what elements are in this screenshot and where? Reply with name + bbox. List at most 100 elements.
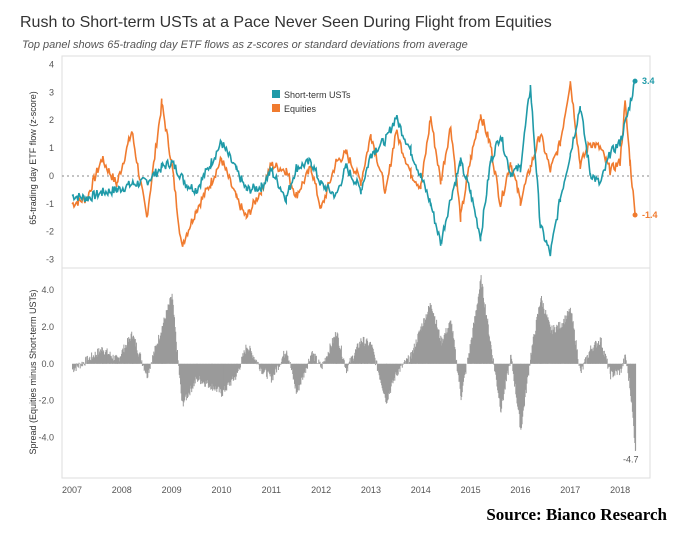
spread-bar	[98, 351, 100, 364]
spread-bar	[567, 315, 569, 364]
spread-bar	[159, 338, 161, 364]
spread-bar	[115, 355, 116, 364]
spread-bar	[608, 363, 610, 366]
x-tick: 2007	[62, 485, 82, 495]
spread-bar	[558, 322, 560, 364]
spread-bar	[424, 322, 426, 364]
spread-bar	[476, 310, 477, 364]
spread-bar	[562, 327, 564, 364]
spread-bar	[400, 363, 402, 366]
top-y-tick: -2	[46, 227, 54, 237]
spread-bar	[227, 363, 229, 385]
spread-bar	[531, 354, 532, 364]
spread-bar	[438, 329, 440, 364]
spread-bar	[580, 363, 582, 373]
spread-bar	[345, 363, 346, 368]
spread-bar	[239, 363, 241, 370]
spread-bar	[307, 362, 309, 364]
spread-end-label: -4.7	[623, 454, 639, 464]
spread-bar	[129, 338, 131, 364]
spread-bar	[224, 363, 226, 392]
spread-bar	[433, 316, 435, 364]
spread-bar	[261, 363, 263, 369]
spread-bar	[138, 356, 140, 364]
legend-label-equities: Equities	[284, 104, 317, 114]
spread-bar	[522, 363, 524, 411]
spread-bar	[250, 348, 251, 364]
spread-bar	[329, 343, 331, 364]
spread-bar	[258, 363, 260, 370]
spread-bar	[390, 363, 392, 387]
spread-bar	[136, 350, 138, 364]
spread-bar	[173, 314, 175, 364]
spread-bar	[565, 315, 567, 364]
spread-bar	[204, 363, 206, 387]
spread-bar	[494, 363, 496, 371]
spread-bar	[378, 363, 380, 373]
spread-bar	[524, 363, 525, 406]
spread-bar	[475, 310, 477, 364]
spread-bar	[232, 363, 234, 381]
spread-bar	[588, 357, 589, 364]
top-y-tick: 1	[49, 143, 54, 153]
spread-bar	[526, 363, 528, 384]
spread-bar	[614, 363, 616, 376]
spread-bar	[119, 356, 121, 364]
spread-bar	[211, 363, 213, 383]
spread-bar	[182, 363, 184, 407]
spread-bar	[368, 342, 370, 364]
spread-bar	[162, 322, 164, 364]
spread-bar	[449, 322, 451, 364]
spread-bar	[525, 363, 527, 390]
spread-bar	[86, 355, 88, 364]
spread-bar	[436, 319, 438, 364]
spread-bar	[330, 345, 332, 364]
spread-bar	[218, 363, 220, 393]
spread-bar	[238, 363, 240, 369]
spread-bar	[283, 350, 285, 364]
spread-bar	[195, 363, 197, 377]
spread-bar	[563, 324, 565, 364]
spread-bar	[432, 312, 434, 364]
spread-bar	[251, 352, 253, 364]
spread-bar	[74, 363, 76, 369]
spread-bar	[397, 363, 399, 375]
spread-bar	[124, 352, 125, 364]
spread-bar	[370, 341, 371, 364]
spread-bar	[443, 340, 445, 364]
spread-bar	[165, 319, 167, 364]
spread-bar	[556, 325, 558, 364]
spread-bar	[219, 363, 221, 390]
spread-bar	[487, 318, 489, 364]
spread-bar	[191, 363, 193, 393]
spread-bar	[125, 345, 127, 364]
spread-bar	[339, 348, 341, 364]
spread-bar	[518, 363, 520, 414]
spread-bar	[575, 344, 577, 364]
spread-bar	[566, 311, 568, 364]
spread-bar	[118, 361, 120, 364]
spread-bar	[148, 363, 150, 373]
spread-bar	[631, 363, 633, 403]
spread-bar	[447, 328, 449, 364]
top-y-tick: 2	[49, 115, 54, 125]
spread-bar	[627, 363, 629, 374]
spread-bar	[474, 316, 476, 364]
spread-bar	[569, 311, 571, 364]
spread-bar	[262, 363, 264, 375]
spread-bar	[75, 363, 77, 371]
spread-bar	[334, 337, 336, 364]
spread-bar	[356, 346, 358, 364]
x-tick: 2014	[411, 485, 431, 495]
spread-bar	[195, 363, 197, 379]
spread-bar	[358, 347, 360, 364]
spread-bar	[265, 363, 267, 370]
spread-bar	[429, 303, 431, 364]
spread-bar	[292, 363, 294, 380]
spread-bar	[253, 357, 255, 364]
spread-bar	[560, 327, 562, 364]
spread-bar	[554, 332, 556, 364]
spread-bar	[353, 358, 355, 364]
spread-bar	[431, 308, 433, 364]
spread-bar	[394, 363, 396, 381]
